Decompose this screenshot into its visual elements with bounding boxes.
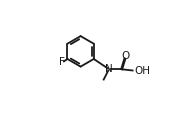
Text: N: N (105, 64, 113, 74)
Text: OH: OH (135, 66, 151, 76)
Text: O: O (122, 51, 130, 61)
Text: F: F (59, 57, 65, 67)
